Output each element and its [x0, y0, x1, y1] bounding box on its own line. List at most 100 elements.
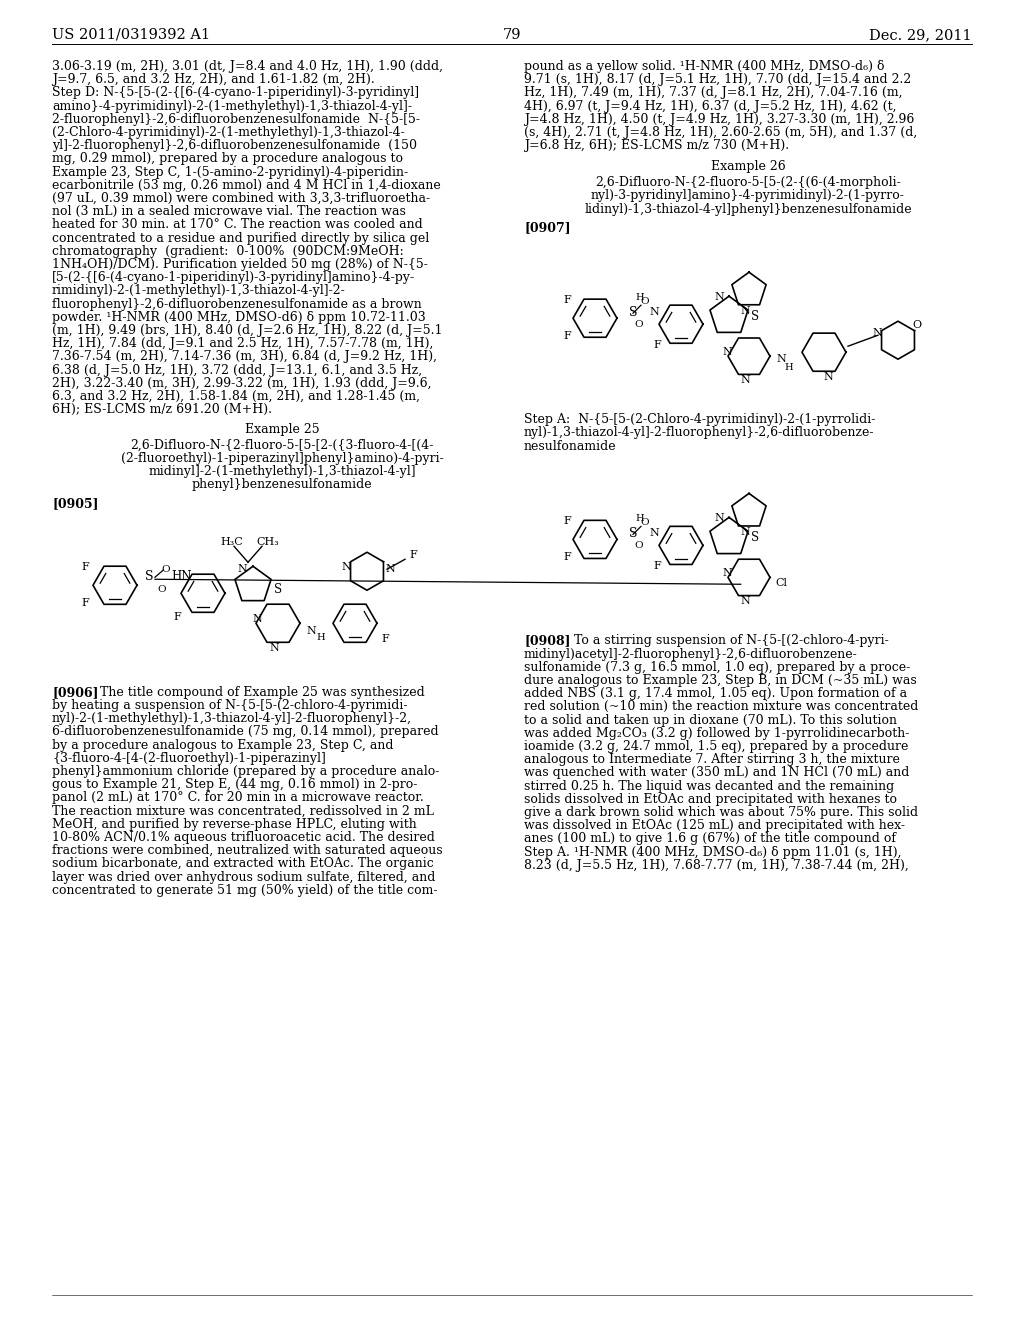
Text: 79: 79	[503, 28, 521, 42]
Text: N: N	[722, 569, 732, 578]
Text: amino}-4-pyrimidinyl)-2-(1-methylethyl)-1,3-thiazol-4-yl]-: amino}-4-pyrimidinyl)-2-(1-methylethyl)-…	[52, 99, 412, 112]
Text: [0907]: [0907]	[524, 220, 570, 234]
Text: S: S	[751, 532, 759, 544]
Text: O: O	[912, 321, 922, 330]
Text: 1NH₄OH)/DCM). Purification yielded 50 mg (28%) of N-{5-: 1NH₄OH)/DCM). Purification yielded 50 mg…	[52, 257, 428, 271]
Text: HN: HN	[171, 570, 191, 582]
Text: layer was dried over anhydrous sodium sulfate, filtered, and: layer was dried over anhydrous sodium su…	[52, 871, 435, 883]
Text: rimidinyl)-2-(1-methylethyl)-1,3-thiazol-4-yl]-2-: rimidinyl)-2-(1-methylethyl)-1,3-thiazol…	[52, 284, 346, 297]
Text: S: S	[629, 306, 638, 318]
Text: added NBS (3.1 g, 17.4 mmol, 1.05 eq). Upon formation of a: added NBS (3.1 g, 17.4 mmol, 1.05 eq). U…	[524, 688, 907, 700]
Text: 7.36-7.54 (m, 2H), 7.14-7.36 (m, 3H), 6.84 (d, J=9.2 Hz, 1H),: 7.36-7.54 (m, 2H), 7.14-7.36 (m, 3H), 6.…	[52, 350, 437, 363]
Text: N: N	[823, 372, 833, 383]
Text: [5-(2-{[6-(4-cyano-1-piperidinyl)-3-pyridinyl]amino}-4-py-: [5-(2-{[6-(4-cyano-1-piperidinyl)-3-pyri…	[52, 271, 415, 284]
Text: (2-fluoroethyl)-1-piperazinyl]phenyl}amino)-4-pyri-: (2-fluoroethyl)-1-piperazinyl]phenyl}ami…	[121, 451, 443, 465]
Text: N: N	[740, 375, 750, 385]
Text: nyl)-3-pyridinyl]amino}-4-pyrimidinyl)-2-(1-pyrro-: nyl)-3-pyridinyl]amino}-4-pyrimidinyl)-2…	[591, 189, 905, 202]
Text: (s, 4H), 2.71 (t, J=4.8 Hz, 1H), 2.60-2.65 (m, 5H), and 1.37 (d,: (s, 4H), 2.71 (t, J=4.8 Hz, 1H), 2.60-2.…	[524, 125, 918, 139]
Text: Example 25: Example 25	[245, 422, 319, 436]
Text: N: N	[740, 597, 750, 606]
Text: pound as a yellow solid. ¹H-NMR (400 MHz, DMSO-d₆) δ: pound as a yellow solid. ¹H-NMR (400 MHz…	[524, 59, 885, 73]
Text: heated for 30 min. at 170° C. The reaction was cooled and: heated for 30 min. at 170° C. The reacti…	[52, 218, 423, 231]
Text: N: N	[269, 643, 279, 653]
Text: was added Mg₂CO₃ (3.2 g) followed by 1-pyrrolidinecarboth-: was added Mg₂CO₃ (3.2 g) followed by 1-p…	[524, 727, 909, 739]
Text: {3-fluoro-4-[4-(2-fluoroethyl)-1-piperazinyl]: {3-fluoro-4-[4-(2-fluoroethyl)-1-piperaz…	[52, 752, 326, 764]
Text: [0908]: [0908]	[524, 635, 570, 647]
Text: 2,6-Difluoro-N-{2-fluoro-5-[5-[2-({3-fluoro-4-[(4-: 2,6-Difluoro-N-{2-fluoro-5-[5-[2-({3-flu…	[130, 438, 434, 451]
Text: by heating a suspension of N-{5-[5-(2-chloro-4-pyrimidi-: by heating a suspension of N-{5-[5-(2-ch…	[52, 700, 408, 711]
Text: sodium bicarbonate, and extracted with EtOAc. The organic: sodium bicarbonate, and extracted with E…	[52, 858, 434, 870]
Text: F: F	[563, 331, 570, 341]
Text: O: O	[634, 541, 643, 550]
Text: nyl)-2-(1-methylethyl)-1,3-thiazol-4-yl]-2-fluorophenyl}-2,: nyl)-2-(1-methylethyl)-1,3-thiazol-4-yl]…	[52, 713, 412, 725]
Text: F: F	[173, 612, 181, 622]
Text: J=9.7, 6.5, and 3.2 Hz, 2H), and 1.61-1.82 (m, 2H).: J=9.7, 6.5, and 3.2 Hz, 2H), and 1.61-1.…	[52, 73, 375, 86]
Text: to a solid and taken up in dioxane (70 mL). To this solution: to a solid and taken up in dioxane (70 m…	[524, 714, 897, 726]
Text: N: N	[872, 329, 882, 338]
Text: H: H	[316, 632, 325, 642]
Text: panol (2 mL) at 170° C. for 20 min in a microwave reactor.: panol (2 mL) at 170° C. for 20 min in a …	[52, 792, 424, 804]
Text: S: S	[751, 310, 759, 323]
Text: analogous to Intermediate 7. After stirring 3 h, the mixture: analogous to Intermediate 7. After stirr…	[524, 754, 900, 766]
Text: Example 26: Example 26	[711, 160, 785, 173]
Text: 2H), 3.22-3.40 (m, 3H), 2.99-3.22 (m, 1H), 1.93 (ddd, J=9.6,: 2H), 3.22-3.40 (m, 3H), 2.99-3.22 (m, 1H…	[52, 376, 431, 389]
Text: solids dissolved in EtOAc and precipitated with hexanes to: solids dissolved in EtOAc and precipitat…	[524, 793, 897, 805]
Text: give a dark brown solid which was about 75% pure. This solid: give a dark brown solid which was about …	[524, 807, 919, 818]
Text: Cl: Cl	[775, 578, 787, 589]
Text: S: S	[274, 582, 283, 595]
Text: Dec. 29, 2011: Dec. 29, 2011	[869, 28, 972, 42]
Text: was quenched with water (350 mL) and 1N HCl (70 mL) and: was quenched with water (350 mL) and 1N …	[524, 767, 909, 779]
Text: gous to Example 21, Step E, (44 mg, 0.16 mmol) in 2-pro-: gous to Example 21, Step E, (44 mg, 0.16…	[52, 779, 418, 791]
Text: 9.71 (s, 1H), 8.17 (d, J=5.1 Hz, 1H), 7.70 (dd, J=15.4 and 2.2: 9.71 (s, 1H), 8.17 (d, J=5.1 Hz, 1H), 7.…	[524, 73, 911, 86]
Text: chromatography  (gradient:  0-100%  (90DCM:9MeOH:: chromatography (gradient: 0-100% (90DCM:…	[52, 244, 403, 257]
Text: nesulfonamide: nesulfonamide	[524, 440, 616, 453]
Text: mg, 0.29 mmol), prepared by a procedure analogous to: mg, 0.29 mmol), prepared by a procedure …	[52, 152, 403, 165]
Text: O: O	[161, 565, 170, 574]
Text: lidinyl)-1,3-thiazol-4-yl]phenyl}benzenesulfonamide: lidinyl)-1,3-thiazol-4-yl]phenyl}benzene…	[584, 202, 911, 215]
Text: ioamide (3.2 g, 24.7 mmol, 1.5 eq), prepared by a procedure: ioamide (3.2 g, 24.7 mmol, 1.5 eq), prep…	[524, 741, 908, 752]
Text: F: F	[563, 296, 570, 305]
Text: The reaction mixture was concentrated, redissolved in 2 mL: The reaction mixture was concentrated, r…	[52, 805, 434, 817]
Text: N: N	[740, 528, 750, 537]
Text: midinyl)acetyl]-2-fluorophenyl}-2,6-difluorobenzene-: midinyl)acetyl]-2-fluorophenyl}-2,6-difl…	[524, 648, 858, 660]
Text: F: F	[563, 552, 570, 562]
Text: (m, 1H), 9.49 (brs, 1H), 8.40 (d, J=2.6 Hz, 1H), 8.22 (d, J=5.1: (m, 1H), 9.49 (brs, 1H), 8.40 (d, J=2.6 …	[52, 323, 442, 337]
Text: Hz, 1H), 7.84 (dd, J=9.1 and 2.5 Hz, 1H), 7.57-7.78 (m, 1H),: Hz, 1H), 7.84 (dd, J=9.1 and 2.5 Hz, 1H)…	[52, 337, 433, 350]
Text: 10-80% ACN/0.1% aqueous trifluoroacetic acid. The desired: 10-80% ACN/0.1% aqueous trifluoroacetic …	[52, 832, 435, 843]
Text: N: N	[238, 564, 248, 574]
Text: ecarbonitrile (53 mg, 0.26 mmol) and 4 M HCl in 1,4-dioxane: ecarbonitrile (53 mg, 0.26 mmol) and 4 M…	[52, 178, 440, 191]
Text: N: N	[306, 626, 315, 636]
Text: J=6.8 Hz, 6H); ES-LCMS m/z 730 (M+H).: J=6.8 Hz, 6H); ES-LCMS m/z 730 (M+H).	[524, 139, 790, 152]
Text: O: O	[640, 519, 648, 528]
Text: was dissolved in EtOAc (125 mL) and precipitated with hex-: was dissolved in EtOAc (125 mL) and prec…	[524, 820, 905, 832]
Text: phenyl}benzenesulfonamide: phenyl}benzenesulfonamide	[191, 478, 373, 491]
Text: N: N	[722, 347, 732, 358]
Text: N: N	[385, 564, 394, 574]
Text: N: N	[740, 306, 750, 317]
Text: F: F	[653, 341, 660, 350]
Text: Step A:  N-{5-[5-(2-Chloro-4-pyrimidinyl)-2-(1-pyrrolidi-: Step A: N-{5-[5-(2-Chloro-4-pyrimidinyl)…	[524, 413, 876, 426]
Text: N: N	[714, 513, 724, 524]
Text: N: N	[649, 528, 658, 539]
Text: N: N	[252, 614, 262, 624]
Text: F: F	[653, 561, 660, 572]
Text: 6-difluorobenzenesulfonamide (75 mg, 0.14 mmol), prepared: 6-difluorobenzenesulfonamide (75 mg, 0.1…	[52, 726, 438, 738]
Text: sulfonamide (7.3 g, 16.5 mmol, 1.0 eq), prepared by a proce-: sulfonamide (7.3 g, 16.5 mmol, 1.0 eq), …	[524, 661, 910, 673]
Text: powder. ¹H-NMR (400 MHz, DMSO-d6) δ ppm 10.72-11.03: powder. ¹H-NMR (400 MHz, DMSO-d6) δ ppm …	[52, 310, 426, 323]
Text: F: F	[409, 550, 417, 560]
Text: 6H); ES-LCMS m/z 691.20 (M+H).: 6H); ES-LCMS m/z 691.20 (M+H).	[52, 403, 272, 416]
Text: red solution (~10 min) the reaction mixture was concentrated: red solution (~10 min) the reaction mixt…	[524, 701, 919, 713]
Text: N: N	[341, 562, 351, 573]
Text: US 2011/0319392 A1: US 2011/0319392 A1	[52, 28, 210, 42]
Text: fluorophenyl}-2,6-difluorobenzenesulfonamide as a brown: fluorophenyl}-2,6-difluorobenzenesulfona…	[52, 297, 422, 310]
Text: O: O	[640, 297, 648, 306]
Text: Example 23, Step C, 1-(5-amino-2-pyridinyl)-4-piperidin-: Example 23, Step C, 1-(5-amino-2-pyridin…	[52, 165, 409, 178]
Text: F: F	[563, 516, 570, 527]
Text: O: O	[634, 321, 643, 329]
Text: To a stirring suspension of N-{5-[(2-chloro-4-pyri-: To a stirring suspension of N-{5-[(2-chl…	[562, 635, 889, 647]
Text: 2-fluorophenyl}-2,6-difluorobenzenesulfonamide  N-{5-[5-: 2-fluorophenyl}-2,6-difluorobenzenesulfo…	[52, 112, 420, 125]
Text: dure analogous to Example 23, Step B, in DCM (~35 mL) was: dure analogous to Example 23, Step B, in…	[524, 675, 916, 686]
Text: 4H), 6.97 (t, J=9.4 Hz, 1H), 6.37 (d, J=5.2 Hz, 1H), 4.62 (t,: 4H), 6.97 (t, J=9.4 Hz, 1H), 6.37 (d, J=…	[524, 99, 896, 112]
Text: concentrated to a residue and purified directly by silica gel: concentrated to a residue and purified d…	[52, 231, 429, 244]
Text: stirred 0.25 h. The liquid was decanted and the remaining: stirred 0.25 h. The liquid was decanted …	[524, 780, 894, 792]
